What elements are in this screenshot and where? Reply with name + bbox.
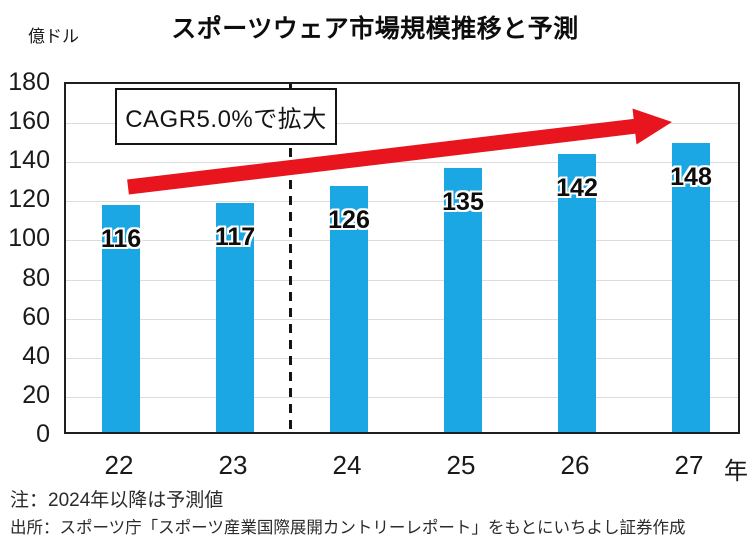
x-tick-label-26: 26 xyxy=(560,450,590,480)
y-axis-unit-label: 億ドル xyxy=(28,27,79,46)
bar-25 xyxy=(444,168,482,432)
x-axis-unit-label: 年 xyxy=(724,458,748,485)
cagr-annotation-box: CAGR5.0%で拡大 xyxy=(115,88,337,145)
bar-value-label: 126 xyxy=(328,205,370,234)
cagr-annotation-text: CAGR5.0%で拡大 xyxy=(125,106,327,133)
y-tick-label-160: 160 xyxy=(8,107,50,136)
gridline xyxy=(66,318,738,320)
gridline xyxy=(66,357,738,359)
x-tick-label-27: 27 xyxy=(674,450,704,480)
bar-24 xyxy=(330,185,368,432)
y-tick-label-120: 120 xyxy=(8,185,50,214)
bar-value-label: 116 xyxy=(100,225,142,254)
bar-value-label: 142 xyxy=(556,174,598,203)
source-text: 出所：スポーツ庁「スポーツ産業国際展開カントリーレポート」をもとにいちよし証券作… xyxy=(10,519,686,537)
gridline xyxy=(66,279,738,281)
y-tick-label-100: 100 xyxy=(8,224,50,253)
bar-value-label: 148 xyxy=(670,162,712,191)
x-tick-label-22: 22 xyxy=(104,450,134,480)
chart-title: スポーツウェア市場規模推移と予測 xyxy=(171,15,579,43)
y-tick-label-80: 80 xyxy=(22,263,50,292)
gridline xyxy=(66,201,738,203)
note-text: 注：2024年以降は予測値 xyxy=(10,490,224,511)
y-tick-label-20: 20 xyxy=(22,380,50,409)
y-tick-label-140: 140 xyxy=(8,146,50,175)
y-tick-label-60: 60 xyxy=(22,302,50,331)
bar-26 xyxy=(558,154,596,432)
y-tick-label-40: 40 xyxy=(22,341,50,370)
gridline xyxy=(66,240,738,242)
y-tick-label-0: 0 xyxy=(36,420,50,448)
x-tick-label-23: 23 xyxy=(218,450,248,480)
bar-23 xyxy=(216,203,254,432)
bar-27 xyxy=(672,142,710,432)
gridline xyxy=(66,162,738,164)
x-tick-label-25: 25 xyxy=(446,450,476,480)
x-tick-label-24: 24 xyxy=(332,450,362,480)
bar-22 xyxy=(102,205,140,432)
y-tick-label-180: 180 xyxy=(8,68,50,96)
bar-value-label: 135 xyxy=(442,188,484,216)
bar-value-label: 117 xyxy=(214,223,256,252)
gridline xyxy=(66,396,738,398)
